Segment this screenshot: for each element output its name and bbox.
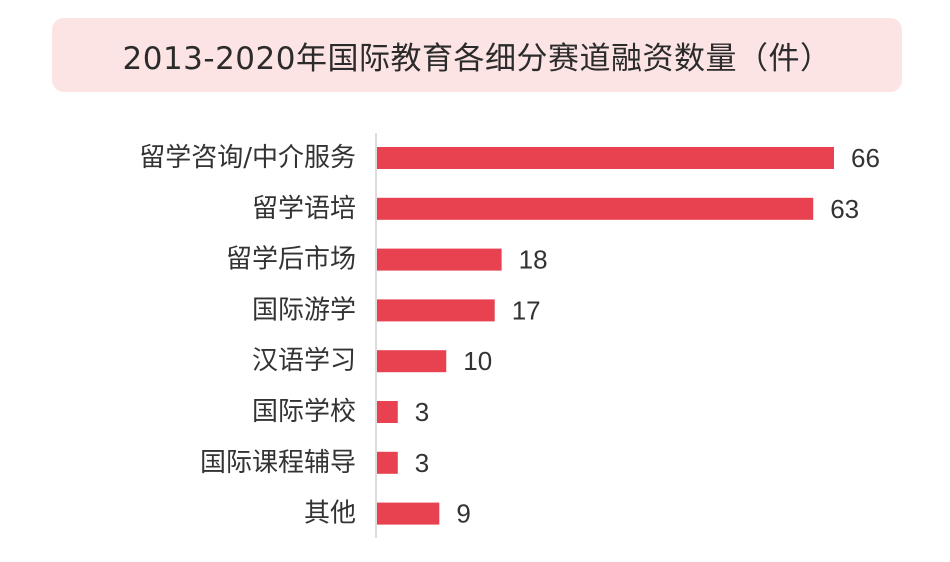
category-label: 国际游学: [252, 295, 356, 325]
value-label: 10: [463, 346, 492, 376]
category-label: 留学语培: [252, 194, 356, 224]
value-label: 3: [415, 448, 429, 478]
value-label: 66: [851, 143, 880, 173]
value-label: 17: [512, 295, 541, 325]
category-label: 留学后市场: [226, 245, 356, 275]
bar: [377, 197, 814, 220]
value-label: 3: [415, 397, 429, 427]
value-label: 63: [830, 194, 859, 224]
category-label: 国际学校: [252, 397, 356, 427]
category-label: 国际课程辅导: [200, 448, 356, 478]
bar: [377, 299, 495, 322]
bar: [377, 451, 398, 474]
bars-group: 留学咨询/中介服务 66 留学语培 63 留学后市场 18 国际游学 17 汉语学习 10 国际学校…: [139, 143, 880, 529]
value-label: 18: [519, 245, 548, 275]
value-label: 9: [456, 499, 470, 529]
category-label: 留学咨询/中介服务: [139, 143, 356, 173]
category-label: 汉语学习: [252, 346, 356, 376]
bar: [377, 502, 440, 525]
bar: [377, 147, 834, 169]
bar: [377, 401, 398, 423]
bar: [377, 248, 502, 271]
chart-title: 2013-2020年国际教育各细分赛道融资数量（件）: [122, 40, 832, 77]
bar: [377, 350, 447, 373]
category-label: 其他: [304, 499, 356, 529]
chart-title-box: 2013-2020年国际教育各细分赛道融资数量（件）: [52, 18, 902, 92]
